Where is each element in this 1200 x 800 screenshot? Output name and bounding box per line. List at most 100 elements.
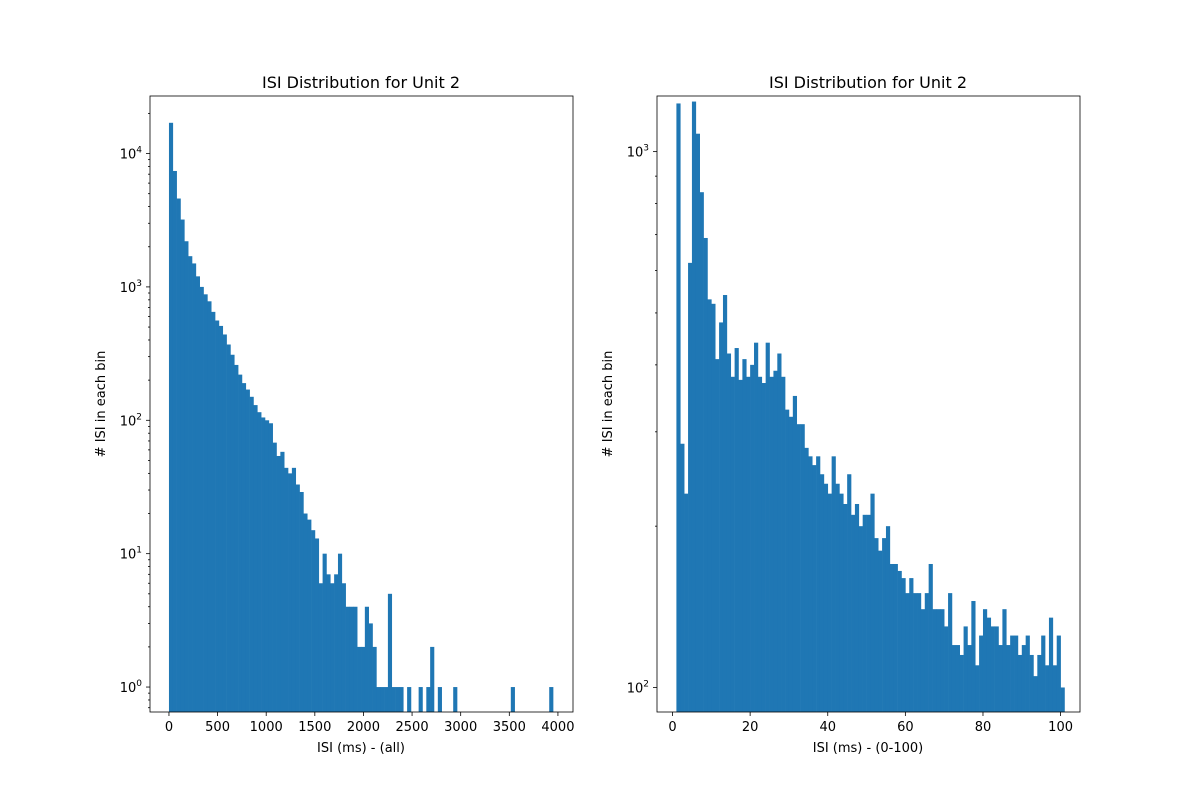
histogram-bar: [437, 687, 442, 712]
histogram-bar: [307, 519, 312, 712]
histogram-bar: [715, 359, 720, 712]
histogram-bar: [1045, 665, 1050, 712]
histogram-bar: [264, 420, 270, 712]
histogram-bar: [288, 473, 293, 712]
histogram-bar: [688, 262, 693, 712]
x-tick-label: 40: [819, 720, 836, 735]
histogram-bar: [889, 563, 895, 712]
histogram-bar: [380, 687, 385, 712]
histogram-bar: [858, 526, 863, 712]
histogram-bar: [1060, 687, 1065, 712]
histogram-bar: [249, 396, 254, 712]
histogram-bar: [1037, 654, 1042, 712]
histogram-bar: [395, 687, 400, 712]
x-tick-label: 500: [205, 720, 230, 735]
histogram-bar: [951, 645, 957, 712]
histogram-bar: [195, 276, 200, 712]
histogram-bar: [707, 299, 712, 712]
histogram-bar: [866, 514, 871, 712]
right-histogram-bars: [676, 101, 1065, 713]
histogram-bar: [874, 538, 879, 712]
histogram-bar: [816, 456, 821, 712]
histogram-bar: [963, 626, 968, 712]
histogram-bar: [234, 364, 239, 712]
histogram-bar: [940, 609, 945, 712]
histogram-bar: [172, 170, 177, 713]
histogram-bar: [808, 456, 813, 712]
histogram-bar: [453, 687, 458, 712]
histogram-bar: [909, 578, 914, 712]
histogram-bar: [368, 623, 373, 712]
x-tick-label: 100: [1048, 720, 1073, 735]
histogram-bar: [218, 325, 224, 712]
histogram-bar: [982, 609, 988, 712]
histogram-bar: [959, 654, 964, 712]
y-tick-label: 102: [627, 679, 649, 696]
left-x-axis-label: ISI (ms) - (all): [317, 741, 405, 756]
histogram-bar: [827, 493, 832, 712]
x-tick-label: 80: [975, 720, 992, 735]
x-tick-label: 20: [742, 720, 759, 735]
histogram-bar: [839, 493, 844, 712]
left-histogram-bars: [168, 122, 554, 713]
histogram-bar: [261, 417, 266, 712]
histogram-bar: [699, 192, 704, 712]
histogram-bar: [684, 493, 689, 712]
histogram-bar: [1010, 635, 1015, 712]
histogram-bar: [936, 609, 941, 712]
histogram-bar: [998, 645, 1003, 712]
histogram-bar: [920, 609, 926, 712]
x-tick-label: 60: [897, 720, 914, 735]
histogram-bar: [510, 687, 515, 712]
histogram-bar: [230, 354, 235, 712]
histogram-bar: [280, 451, 285, 712]
histogram-bar: [897, 570, 902, 712]
histogram-bar: [314, 538, 320, 712]
left-axes-frame: [149, 95, 574, 713]
histogram-bar: [882, 538, 887, 712]
histogram-bar: [862, 514, 867, 712]
histogram-bar: [330, 583, 335, 712]
right-chart-title: ISI Distribution for Unit 2: [769, 73, 967, 92]
histogram-bar: [426, 687, 431, 712]
histogram-bar: [322, 553, 327, 712]
histogram-bar: [800, 424, 805, 712]
right-x-axis-label: ISI (ms) - (0-100): [813, 741, 924, 756]
histogram-bar: [769, 376, 774, 712]
histogram-bar: [746, 376, 751, 712]
histogram-bar: [349, 606, 354, 712]
histogram-bar: [680, 443, 685, 712]
histogram-bar: [928, 563, 933, 712]
histogram-bar: [345, 606, 350, 712]
histogram-bar: [905, 593, 910, 712]
histogram-bar: [854, 503, 860, 712]
histogram-bar: [691, 101, 697, 712]
histogram-bar: [765, 342, 770, 712]
histogram-bar: [184, 241, 189, 713]
histogram-bar: [917, 593, 922, 712]
histogram-bar: [1056, 635, 1061, 712]
histogram-bar: [781, 376, 786, 712]
histogram-bar: [549, 687, 554, 712]
histogram-bar: [819, 474, 825, 712]
histogram-bar: [967, 645, 972, 712]
histogram-bar: [792, 395, 798, 712]
histogram-bar: [311, 530, 316, 712]
histogram-bar: [318, 583, 323, 712]
right-y-ticks: 102 103: [627, 144, 657, 696]
histogram-bar: [295, 484, 300, 712]
histogram-bar: [948, 593, 953, 712]
histogram-bar: [384, 687, 389, 712]
histogram-bar: [971, 601, 976, 712]
histogram-bar: [1041, 635, 1046, 712]
histogram-bar: [276, 455, 281, 712]
histogram-bar: [711, 303, 716, 712]
histogram-bar: [326, 574, 331, 712]
histogram-bar: [1014, 635, 1019, 712]
histogram-bar: [738, 379, 743, 712]
histogram-bar: [268, 423, 273, 712]
histogram-bar: [1017, 654, 1023, 712]
histogram-bar: [835, 483, 840, 712]
histogram-bar: [979, 635, 984, 712]
